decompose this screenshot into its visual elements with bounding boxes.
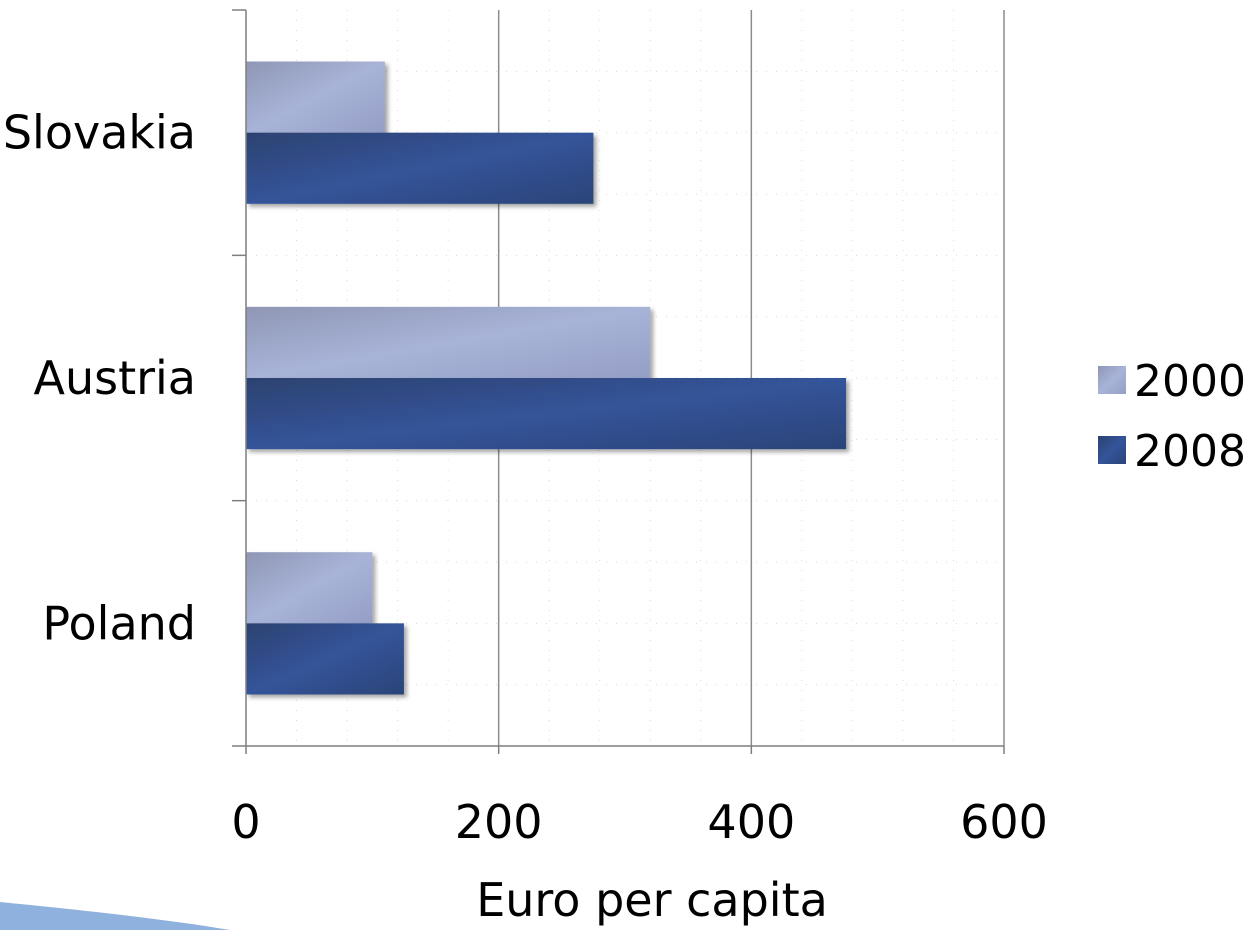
- category-labels: Slovakia Austria Poland: [3, 106, 196, 651]
- x-tick-label: 400: [707, 795, 795, 849]
- x-axis-title: Euro per capita: [476, 873, 828, 927]
- x-tick-label: 0: [231, 795, 260, 849]
- bar-2000-slovakia: [246, 61, 385, 133]
- bar-2008-slovakia: [246, 132, 594, 204]
- category-label: Poland: [42, 596, 196, 650]
- bar-2008-poland: [246, 623, 404, 695]
- x-tick-label: 600: [960, 795, 1048, 849]
- bar-2000-poland: [246, 552, 373, 624]
- category-label: Austria: [33, 351, 196, 405]
- legend-swatch-2008: [1098, 436, 1126, 464]
- legend-swatch-2000: [1098, 366, 1126, 394]
- legend-label: 2008: [1134, 426, 1246, 477]
- bars: [246, 61, 847, 695]
- bar-2008-austria: [246, 378, 847, 450]
- axes: [232, 9, 1004, 747]
- x-tick-label: 200: [455, 795, 543, 849]
- slide-decoration-swoosh: [0, 902, 230, 930]
- legend: 2000 2008: [1098, 356, 1246, 477]
- x-tick-labels: 0 200 400 600: [231, 795, 1048, 849]
- bar-2000-austria: [246, 306, 651, 378]
- category-label: Slovakia: [3, 106, 196, 160]
- legend-label: 2000: [1134, 356, 1246, 407]
